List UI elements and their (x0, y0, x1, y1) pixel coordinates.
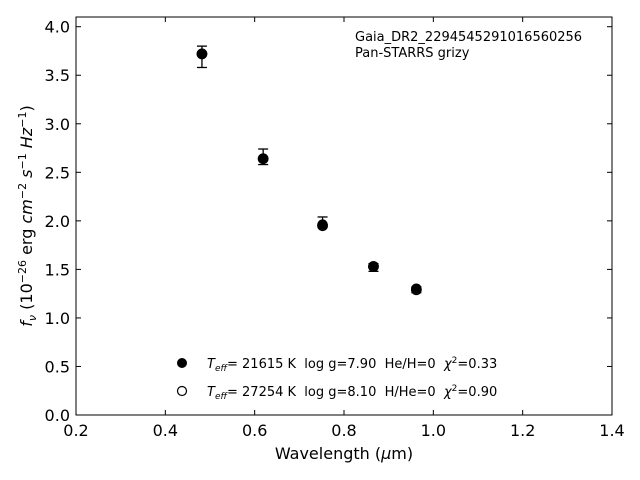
y-tick-label: 0.0 (45, 406, 70, 425)
legend-entry-2: Teff= 27254 K log g=8.10 H/He=0 χ2=0.90 (207, 384, 497, 402)
legend: Teff= 21615 K log g=7.90 He/H=0 χ2=0.33 … (176, 356, 497, 402)
y-axis-label: fν (10−26 erg cm−2 s−1 Hz−1) (16, 105, 39, 326)
legend-entry-1: Teff= 21615 K log g=7.90 He/H=0 χ2=0.33 (207, 356, 497, 374)
data-points (196, 45, 422, 296)
x-tick-label: 0.8 (331, 421, 356, 440)
legend-marker-filled (177, 358, 187, 368)
x-tick-label: 1.4 (599, 421, 624, 440)
x-tick-label: 1.0 (421, 421, 446, 440)
y-tick-label: 3.0 (45, 115, 70, 134)
y-tick-label: 2.5 (45, 163, 70, 182)
annotation-survey: Pan-STARRS grizy (355, 46, 470, 61)
axis-ticks: 0.2 0.4 0.6 0.8 1.0 1.2 1.4 0.0 0.5 1.0 1.5 2.0 2.5 3… (45, 17, 625, 440)
model-point-filled (257, 153, 269, 165)
annotation-object-id: Gaia_DR2_2294545291016560256 (355, 30, 582, 45)
y-tick-label: 4.0 (45, 18, 70, 37)
model-point-filled (411, 283, 422, 295)
model-point-filled (196, 48, 208, 60)
legend-marker-open (176, 385, 188, 397)
model-point-filled (317, 219, 328, 231)
x-tick-label: 0.4 (153, 421, 178, 440)
y-tick-label: 1.5 (45, 260, 70, 279)
x-tick-label: 0.6 (242, 421, 267, 440)
y-tick-label: 3.5 (45, 66, 70, 85)
x-axis-label: Wavelength (μm) (275, 444, 413, 463)
y-tick-label: 1.0 (45, 309, 70, 328)
x-tick-label: 1.2 (510, 421, 535, 440)
y-tick-label: 0.5 (45, 357, 70, 376)
x-tick-label: 0.2 (63, 421, 88, 440)
y-tick-label: 2.0 (45, 212, 70, 231)
model-point-filled (368, 261, 379, 272)
plot-area-frame (75, 16, 613, 416)
